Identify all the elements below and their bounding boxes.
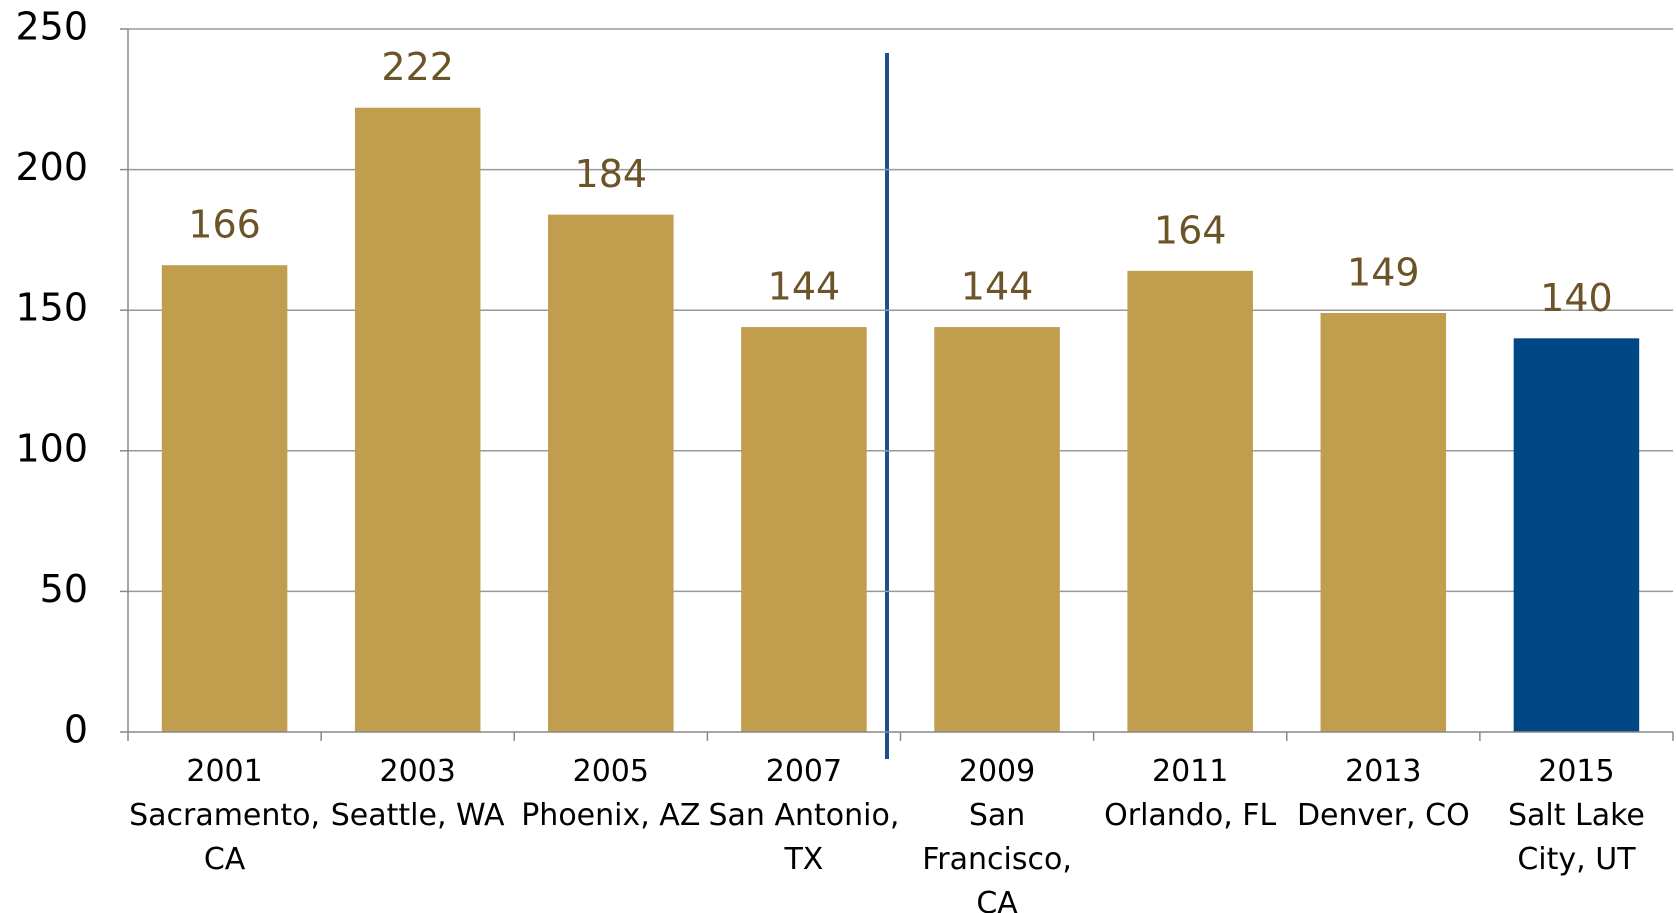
y-tick-label: 100: [15, 426, 88, 470]
x-tick-label: 2011 Orlando, FL: [1104, 754, 1276, 833]
y-tick-label: 250: [15, 5, 88, 49]
x-tick-label-line: CA: [976, 886, 1018, 913]
value-label: 149: [1347, 251, 1420, 295]
value-label: 184: [575, 152, 648, 196]
bar: [161, 265, 288, 732]
value-label: 166: [188, 203, 261, 247]
x-tick-label-line: City, UT: [1517, 842, 1636, 877]
value-label: 164: [1154, 208, 1227, 252]
x-tick-label-line: Sacramento,: [129, 798, 320, 833]
x-tick-label: 2001 Sacramento, CA: [129, 754, 320, 877]
x-tick-label-line: 2011: [1152, 754, 1228, 789]
bar: [548, 214, 674, 733]
x-tick-label-line: Denver, CO: [1297, 798, 1470, 833]
x-tick-label-line: San Antonio,: [709, 798, 900, 833]
bar: [934, 327, 1060, 732]
x-tick-label-line: 2015: [1538, 754, 1614, 789]
bar: [1320, 313, 1447, 732]
x-tick-label-line: 2005: [573, 754, 649, 789]
x-tick-label-line: Francisco,: [922, 842, 1072, 877]
x-tick-label: 2009 San Francisco, CA: [922, 754, 1072, 913]
x-tick-label-line: 2003: [380, 754, 456, 789]
y-tick-label: 150: [15, 286, 88, 330]
y-tick-label: 0: [64, 708, 88, 752]
x-tick-label-line: CA: [204, 842, 246, 877]
x-tick-label-line: Salt Lake: [1508, 798, 1645, 833]
x-tick-label-line: 2001: [186, 754, 262, 789]
x-tick-label: 2003 Seattle, WA: [331, 754, 505, 833]
bar: [1513, 338, 1640, 732]
y-tick-label: 50: [40, 567, 88, 611]
x-tick-label: 2007 San Antonio, TX: [709, 754, 900, 877]
value-label: 144: [961, 265, 1034, 309]
value-label: 144: [768, 265, 841, 309]
value-label: 222: [381, 45, 454, 89]
x-tick-label-line: 2009: [959, 754, 1035, 789]
x-tick-label-line: 2007: [766, 754, 842, 789]
x-tick-label-line: 2013: [1345, 754, 1421, 789]
x-tick-label-line: Orlando, FL: [1104, 798, 1276, 833]
x-tick-label-line: Phoenix, AZ: [521, 798, 700, 833]
x-tick-label-line: San: [969, 798, 1025, 833]
x-tick-label: 2015 Salt Lake City, UT: [1508, 754, 1645, 877]
bar: [741, 327, 867, 732]
x-tick-label: 2013 Denver, CO: [1297, 754, 1470, 833]
y-tick-label: 200: [15, 145, 88, 189]
x-tick-label: 2005 Phoenix, AZ: [521, 754, 700, 833]
bar: [1127, 270, 1253, 732]
value-label: 140: [1540, 276, 1613, 320]
bar: [354, 107, 481, 732]
x-tick-label-line: TX: [783, 842, 823, 877]
x-tick-label-line: Seattle, WA: [331, 798, 505, 833]
